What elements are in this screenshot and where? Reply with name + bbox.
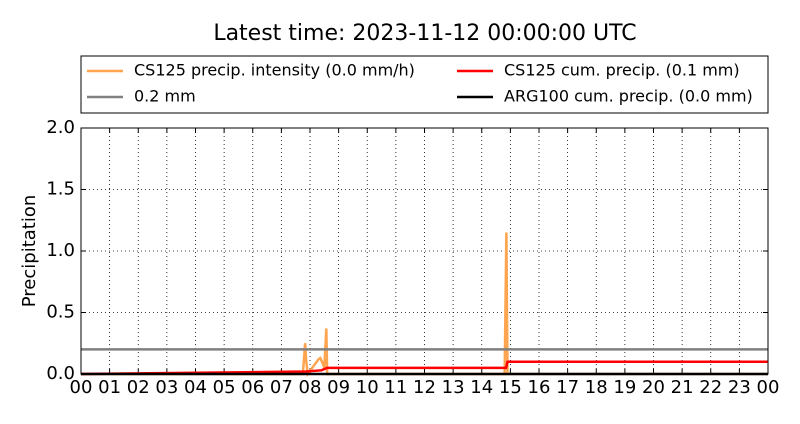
x-tick-label: 06 bbox=[241, 377, 264, 398]
x-tick-label: 03 bbox=[155, 377, 178, 398]
chart-title: Latest time: 2023-11-12 00:00:00 UTC bbox=[213, 21, 636, 46]
y-tick-label: 0.5 bbox=[46, 302, 75, 323]
y-tick-label: 2.0 bbox=[46, 117, 75, 138]
x-tick-label: 21 bbox=[671, 377, 694, 398]
x-tick-label: 10 bbox=[356, 377, 379, 398]
legend-label: CS125 precip. intensity (0.0 mm/h) bbox=[134, 61, 415, 80]
x-tick-label: 01 bbox=[98, 377, 121, 398]
x-tick-label: 05 bbox=[213, 377, 236, 398]
x-tick-label: 02 bbox=[127, 377, 150, 398]
x-tick-label: 00 bbox=[70, 377, 93, 398]
x-tick-label: 13 bbox=[442, 377, 465, 398]
y-axis-label: Precipitation bbox=[19, 195, 40, 308]
x-tick-label: 20 bbox=[642, 377, 665, 398]
y-tick-label: 0.0 bbox=[46, 363, 75, 384]
x-tick-label: 14 bbox=[470, 377, 493, 398]
x-tick-label: 07 bbox=[270, 377, 293, 398]
x-tick-label: 04 bbox=[184, 377, 207, 398]
legend-label: CS125 cum. precip. (0.1 mm) bbox=[504, 61, 740, 80]
x-tick-label: 23 bbox=[728, 377, 751, 398]
legend-label: ARG100 cum. precip. (0.0 mm) bbox=[504, 87, 753, 106]
x-tick-label: 15 bbox=[499, 377, 522, 398]
y-tick-label: 1.5 bbox=[46, 179, 75, 200]
x-tick-label: 00 bbox=[757, 377, 780, 398]
x-tick-label: 16 bbox=[528, 377, 551, 398]
x-tick-label: 08 bbox=[299, 377, 322, 398]
x-tick-label: 12 bbox=[413, 377, 436, 398]
x-tick-label: 19 bbox=[613, 377, 636, 398]
x-tick-label: 17 bbox=[556, 377, 579, 398]
plot-frame bbox=[80, 127, 769, 375]
y-tick-label: 1.0 bbox=[46, 240, 75, 261]
x-tick-label: 18 bbox=[585, 377, 608, 398]
x-tick-label: 09 bbox=[327, 377, 350, 398]
x-tick-label: 22 bbox=[699, 377, 722, 398]
series-line bbox=[80, 360, 768, 376]
legend-label: 0.2 mm bbox=[134, 87, 196, 106]
x-tick-label: 11 bbox=[384, 377, 407, 398]
legend-box bbox=[80, 55, 769, 114]
